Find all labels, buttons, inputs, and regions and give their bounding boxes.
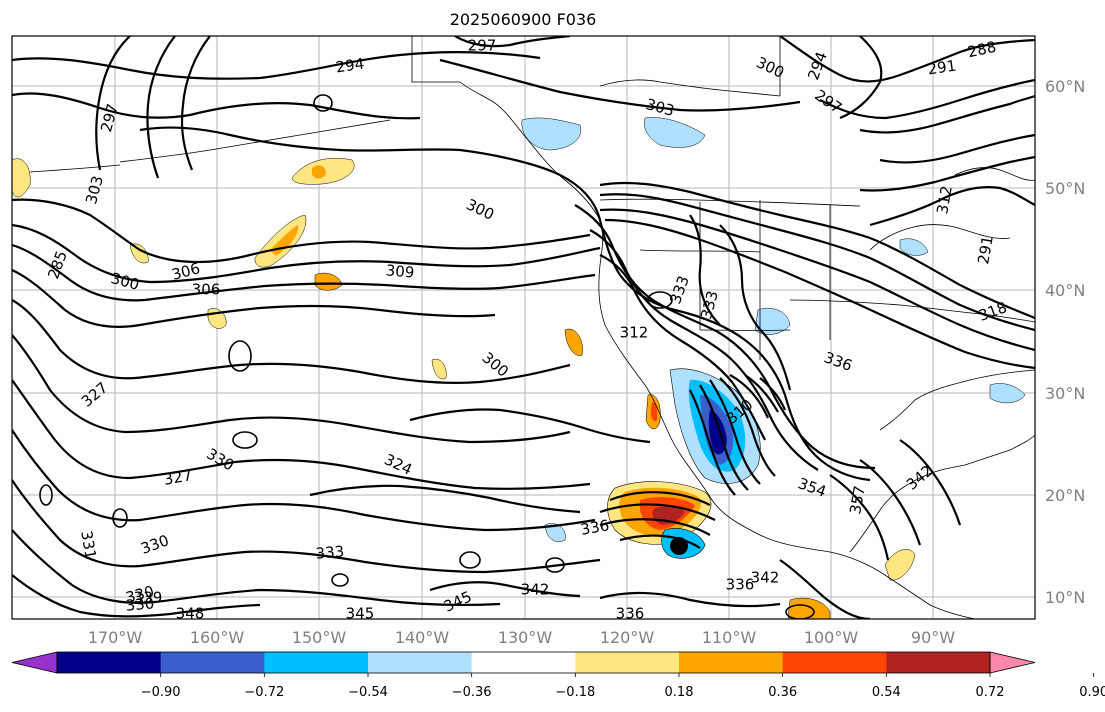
contour-label: 294: [334, 55, 365, 77]
contour-label: 342: [521, 581, 550, 599]
lat-label-40n: 40°N: [1045, 281, 1085, 300]
lat-label-50n: 50°N: [1045, 179, 1085, 198]
lon-label-140w: 140°W: [395, 628, 450, 647]
contour-label: 348: [176, 605, 205, 623]
colorbar-tick-label: 0.18: [665, 685, 694, 700]
lat-label-10n: 10°N: [1045, 588, 1085, 607]
closed-contour-layer: [39, 94, 815, 619]
colorbar-cell: [57, 652, 162, 673]
colorbar-tick-label: 0.36: [768, 685, 797, 700]
lat-label-30n: 30°N: [1045, 384, 1085, 403]
contour-label: 291: [926, 57, 957, 79]
colorbar-tick-label: −0.72: [244, 685, 284, 700]
contour-label: 312: [620, 324, 649, 342]
contour-label: 306: [192, 281, 221, 299]
colorbar-cell: [264, 652, 369, 673]
lon-label-100w: 100°W: [804, 628, 859, 647]
contour-label: 309: [385, 261, 415, 281]
contour-label: 288: [966, 38, 998, 62]
contour-label: 339: [134, 589, 163, 607]
contour-label: 336: [726, 576, 755, 594]
colorbar-cell: [782, 652, 887, 673]
contour-label: 312: [933, 184, 956, 215]
contour-label: 331: [77, 529, 100, 560]
lat-label-60n: 60°N: [1045, 77, 1085, 96]
colorbar-cell: [575, 652, 680, 673]
height-contour-layer: [12, 36, 1035, 619]
colorbar-extend-max: [989, 651, 1036, 674]
colorbar-cell: [886, 652, 991, 673]
contour-label: 342: [751, 569, 780, 587]
contour-label: 333: [315, 542, 345, 562]
colorbar-cell: [368, 652, 473, 673]
colorbar-outline: [56, 651, 991, 674]
lon-label-90w: 90°W: [911, 628, 955, 647]
colorbar-tick-label: −0.90: [141, 685, 181, 700]
contour-label: 330: [125, 594, 155, 614]
contour-label: 357: [846, 484, 869, 515]
map-title: 2025060900 F036: [449, 10, 597, 29]
lon-label-130w: 130°W: [498, 628, 553, 647]
lat-label-20n: 20°N: [1045, 486, 1085, 505]
longitude-axis: 170°W 160°W 150°W 140°W 130°W 120°W 110°…: [88, 628, 955, 647]
map-frame: [11, 35, 1036, 620]
colorbar-tick-label: 0.54: [872, 685, 901, 700]
colorbar-tick-label: −0.36: [452, 685, 492, 700]
latitude-axis: 60°N 50°N 40°N 30°N 20°N 10°N: [1045, 77, 1085, 607]
lon-label-120w: 120°W: [600, 628, 655, 647]
contour-label: 291: [974, 234, 997, 265]
colorbar-tick-label: −0.18: [555, 685, 595, 700]
contour-label: 327: [162, 466, 193, 489]
contour-label: 297: [468, 37, 497, 55]
lon-label-110w: 110°W: [702, 628, 757, 647]
lon-label-160w: 160°W: [190, 628, 245, 647]
contour-label: 336: [579, 516, 610, 539]
colorbar-extend-min: [11, 651, 58, 674]
colorbar: −0.90 −0.72 −0.54 −0.36 −0.18 0.18 0.36 0.54 0.7…: [11, 651, 1105, 700]
lon-label-170w: 170°W: [88, 628, 143, 647]
contour-label: 336: [616, 605, 645, 623]
contour-label: 345: [346, 605, 375, 623]
colorbar-tick-label: −0.54: [348, 685, 388, 700]
colorbar-cell: [679, 652, 784, 673]
colorbar-tick-label: 0.90: [1079, 685, 1105, 700]
lon-label-150w: 150°W: [292, 628, 347, 647]
colorbar-cell: [471, 652, 576, 673]
colorbar-tick-label: 0.72: [976, 685, 1005, 700]
colorbar-cell: [160, 652, 265, 673]
